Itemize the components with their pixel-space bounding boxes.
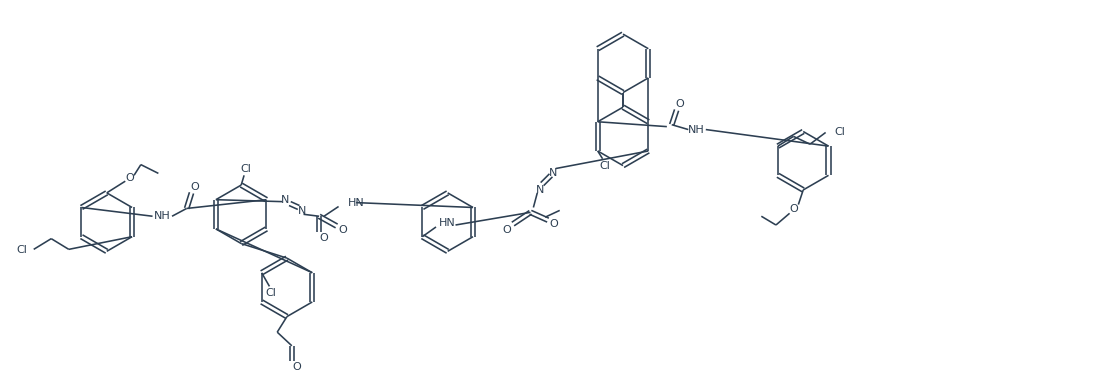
Text: N: N (536, 185, 544, 195)
Text: O: O (190, 182, 199, 192)
Text: HN: HN (349, 198, 365, 208)
Text: N: N (548, 168, 557, 178)
Text: N: N (281, 195, 290, 205)
Text: Cl: Cl (265, 288, 275, 298)
Text: Cl: Cl (240, 164, 251, 174)
Text: O: O (789, 204, 798, 214)
Text: O: O (502, 225, 511, 235)
Text: O: O (675, 99, 683, 109)
Text: O: O (338, 225, 347, 235)
Text: HN: HN (439, 218, 456, 228)
Text: NH: NH (688, 125, 704, 135)
Text: NH: NH (154, 211, 171, 221)
Text: O: O (126, 173, 135, 183)
Text: O: O (550, 219, 558, 229)
Text: O: O (319, 233, 328, 243)
Text: Cl: Cl (599, 161, 610, 171)
Text: O: O (292, 362, 301, 371)
Text: Cl: Cl (16, 245, 27, 255)
Text: Cl: Cl (835, 128, 846, 138)
Text: N: N (297, 206, 306, 216)
